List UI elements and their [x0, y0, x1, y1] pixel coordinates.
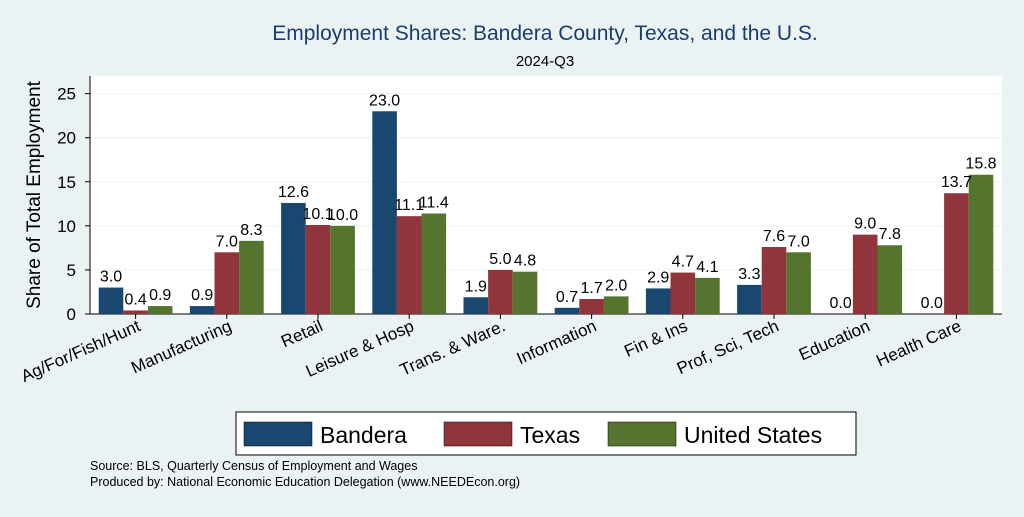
data-label: 3.0 — [100, 269, 122, 286]
legend-label-united-states: United States — [684, 422, 822, 448]
legend: Bandera Texas United States — [235, 411, 857, 456]
bar-united-states-health-care — [968, 174, 994, 314]
data-label: 0.7 — [556, 289, 578, 306]
data-label: 11.4 — [419, 195, 449, 212]
data-label: 4.8 — [514, 253, 536, 270]
bar-united-states-leisure-hosp — [421, 213, 447, 314]
produced-by-note: Produced by: National Economic Education… — [90, 475, 521, 489]
data-label: 9.0 — [854, 216, 876, 233]
x-tick-label: Trans. & Ware. — [397, 316, 508, 379]
legend-label-bandera: Bandera — [320, 422, 407, 448]
bar-united-states-information — [603, 296, 629, 314]
bar-texas-health-care — [944, 193, 969, 314]
bar-texas-prof-sci-tech — [761, 247, 787, 314]
bar-texas-retail — [305, 224, 331, 314]
bar-united-states-fin-ins — [695, 277, 720, 314]
data-label: 8.3 — [240, 222, 262, 239]
bar-texas-information — [579, 299, 604, 314]
x-tick-label: Information — [514, 316, 599, 368]
bar-bandera-trans-ware — [463, 297, 489, 314]
data-label: 1.9 — [465, 278, 487, 295]
bar-united-states-ag-for-fish-hunt — [147, 306, 173, 314]
bar-bandera-leisure-hosp — [372, 111, 397, 314]
data-label: 10.0 — [327, 207, 358, 224]
y-axis-ticks: 0 5 10 15 20 25 — [57, 85, 90, 324]
data-label: 0.0 — [829, 295, 851, 312]
y-tick-label: 20 — [57, 129, 76, 148]
bar-texas-manufacturing — [214, 252, 240, 314]
data-label: 12.6 — [278, 184, 309, 201]
data-label: 0.0 — [921, 295, 943, 312]
data-label: 4.7 — [672, 254, 694, 271]
bar-texas-trans-ware — [488, 269, 513, 314]
data-label: 4.1 — [696, 259, 718, 276]
data-label: 0.4 — [124, 291, 146, 308]
bar-bandera-information — [554, 307, 580, 314]
bar-bandera-prof-sci-tech — [737, 284, 762, 314]
bar-texas-fin-ins — [670, 272, 696, 314]
bars — [98, 111, 994, 314]
bar-united-states-prof-sci-tech — [786, 252, 811, 314]
data-label: 11.1 — [394, 197, 424, 214]
data-labels: 3.00.4 0.9 0.97.08.312.610.110.023.011.111… — [100, 92, 997, 312]
data-label: 5.0 — [489, 251, 511, 268]
source-note: Source: BLS, Quarterly Census of Employm… — [90, 459, 418, 473]
y-tick-label: 5 — [67, 261, 76, 280]
data-label: 1.7 — [580, 280, 602, 297]
data-label: 15.8 — [965, 156, 996, 173]
bar-bandera-ag-for-fish-hunt — [98, 287, 124, 314]
data-label: 3.3 — [738, 266, 760, 283]
x-tick-label: Prof, Sci, Tech — [674, 316, 782, 378]
bar-bandera-fin-ins — [645, 288, 671, 314]
legend-label-texas: Texas — [520, 422, 580, 448]
data-label: 7.0 — [787, 233, 809, 250]
bar-bandera-manufacturing — [189, 306, 215, 314]
data-label: 23.0 — [369, 92, 400, 109]
y-tick-label: 0 — [67, 305, 76, 324]
y-tick-label: 15 — [57, 173, 76, 192]
data-label: 13.7 — [941, 174, 972, 191]
data-label: 2.0 — [605, 277, 627, 294]
chart-title: Employment Shares: Bandera County, Texas… — [272, 22, 818, 45]
bar-texas-leisure-hosp — [396, 216, 422, 314]
bar-texas-ag-for-fish-hunt — [123, 310, 148, 314]
bar-united-states-retail — [330, 225, 355, 314]
bar-united-states-trans-ware — [512, 271, 538, 314]
x-tick-label: Retail — [278, 316, 325, 351]
y-tick-label: 10 — [57, 217, 76, 236]
x-tick-label: Health Care — [873, 316, 964, 370]
legend-swatch-bandera — [243, 421, 313, 447]
chart-subtitle: 2024-Q3 — [516, 53, 574, 70]
bar-texas-education — [852, 234, 878, 314]
legend-swatch-texas — [443, 421, 513, 447]
x-tick-label: Ag/For/Fish/Hunt — [18, 316, 143, 386]
data-label: 10.1 — [302, 206, 333, 223]
data-label: 0.9 — [191, 287, 213, 304]
bar-united-states-education — [877, 245, 903, 314]
data-label: 2.9 — [647, 269, 669, 286]
data-label: 0.9 — [149, 287, 171, 304]
legend-swatch-united-states — [607, 421, 677, 447]
x-tick-label: Manufacturing — [128, 316, 234, 377]
legend-box — [235, 411, 857, 456]
bar-bandera-retail — [281, 202, 306, 314]
x-tick-label: Education — [796, 316, 873, 364]
data-label: 7.8 — [879, 226, 901, 243]
x-tick-label: Fin & Ins — [621, 316, 690, 361]
data-label: 7.0 — [216, 233, 238, 250]
y-tick-label: 25 — [57, 85, 76, 104]
data-label: 7.6 — [763, 228, 785, 245]
y-axis-label: Share of Total Employment — [24, 80, 45, 308]
bar-united-states-manufacturing — [239, 240, 264, 314]
